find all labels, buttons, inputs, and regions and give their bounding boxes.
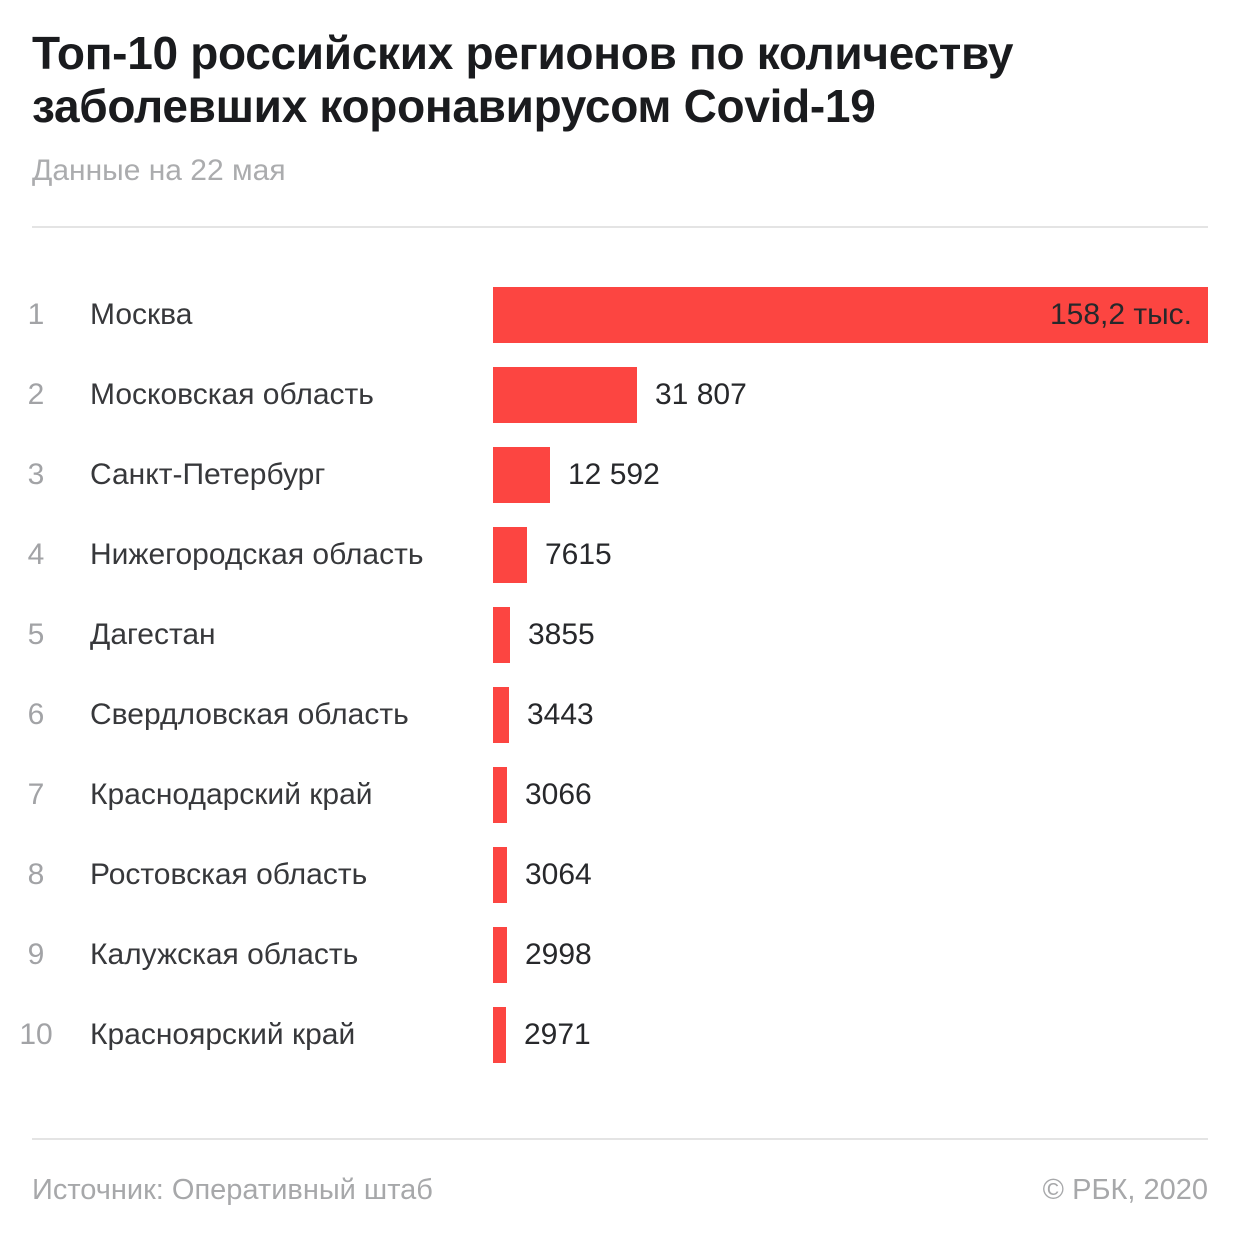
copyright-note: © РБК, 2020 — [1042, 1174, 1208, 1206]
row-region-label: Красноярский край — [90, 1018, 356, 1051]
row-rank: 5 — [27, 618, 45, 651]
value-bar — [493, 527, 527, 583]
value-label: 158,2 тыс. — [1049, 298, 1192, 331]
row-bar-area: 3064 — [493, 835, 1240, 915]
source-note: Источник: Оперативный штаб — [32, 1174, 433, 1206]
value-label: 3064 — [525, 858, 592, 891]
row-bar-area: 2971 — [493, 995, 1240, 1075]
row-rank: 2 — [27, 378, 45, 411]
row-rank: 3 — [27, 458, 45, 491]
row-rank: 8 — [27, 858, 45, 891]
value-label: 3443 — [527, 698, 594, 731]
date-note: Данные на 22 мая — [32, 154, 286, 187]
bottom-divider — [32, 1138, 1208, 1140]
row-bar-area: 3855 — [493, 595, 1240, 675]
value-bar — [493, 927, 507, 983]
chart-row: 10 Красноярский край 2971 — [0, 995, 1240, 1075]
value-bar — [493, 447, 550, 503]
chart-row: 6 Свердловская область 3443 — [0, 675, 1240, 755]
row-rank: 10 — [19, 1018, 53, 1051]
value-label: 2971 — [524, 1018, 591, 1051]
chart-row: 7 Краснодарский край 3066 — [0, 755, 1240, 835]
header: Топ-10 российских регионов по количеству… — [0, 0, 1240, 188]
row-region-label: Калужская область — [90, 938, 359, 971]
chart-row: 3 Санкт-Петербург 12 592 — [0, 435, 1240, 515]
chart-row: 8 Ростовская область 3064 — [0, 835, 1240, 915]
chart-row: 9 Калужская область 2998 — [0, 915, 1240, 995]
page-title: Топ-10 российских регионов по количеству… — [32, 27, 1014, 132]
value-bar — [493, 687, 509, 743]
row-region-label: Нижегородская область — [90, 538, 424, 571]
row-region-label: Ростовская область — [90, 858, 368, 891]
row-rank: 1 — [27, 298, 45, 331]
row-region-label: Дагестан — [90, 618, 216, 651]
value-bar — [493, 1007, 506, 1063]
top-divider — [32, 226, 1208, 228]
row-bar-area: 7615 — [493, 515, 1240, 595]
chart-row: 1 Москва 158,2 тыс. — [0, 275, 1240, 355]
value-bar — [493, 607, 510, 663]
row-region-label: Москва — [90, 298, 193, 331]
value-label: 3066 — [525, 778, 592, 811]
value-label: 7615 — [545, 538, 612, 571]
row-bar-area: 31 807 — [493, 355, 1240, 435]
row-bar-area: 3443 — [493, 675, 1240, 755]
row-region-label: Краснодарский край — [90, 778, 373, 811]
footer: Источник: Оперативный штаб © РБК, 2020 — [0, 1140, 1240, 1207]
value-bar — [493, 767, 507, 823]
row-rank: 9 — [27, 938, 45, 971]
value-label: 31 807 — [655, 378, 747, 411]
bar-chart: 1 Москва 158,2 тыс. 2 Московская область 31 8… — [0, 228, 1240, 1075]
row-rank: 4 — [27, 538, 45, 571]
value-label: 2998 — [525, 938, 592, 971]
row-bar-area: 3066 — [493, 755, 1240, 835]
value-bar — [493, 367, 637, 423]
row-region-label: Свердловская область — [90, 698, 409, 731]
chart-row: 5 Дагестан 3855 — [0, 595, 1240, 675]
row-region-label: Санкт-Петербург — [90, 458, 326, 491]
value-label: 3855 — [528, 618, 595, 651]
chart-row: 2 Московская область 31 807 — [0, 355, 1240, 435]
row-bar-area: 2998 — [493, 915, 1240, 995]
value-label: 12 592 — [568, 458, 660, 491]
value-bar — [493, 847, 507, 903]
row-region-label: Московская область — [90, 378, 374, 411]
chart-row: 4 Нижегородская область 7615 — [0, 515, 1240, 595]
row-bar-area: 158,2 тыс. — [493, 275, 1240, 355]
row-bar-area: 12 592 — [493, 435, 1240, 515]
row-rank: 6 — [27, 698, 45, 731]
row-rank: 7 — [27, 778, 45, 811]
value-bar: 158,2 тыс. — [493, 287, 1208, 343]
